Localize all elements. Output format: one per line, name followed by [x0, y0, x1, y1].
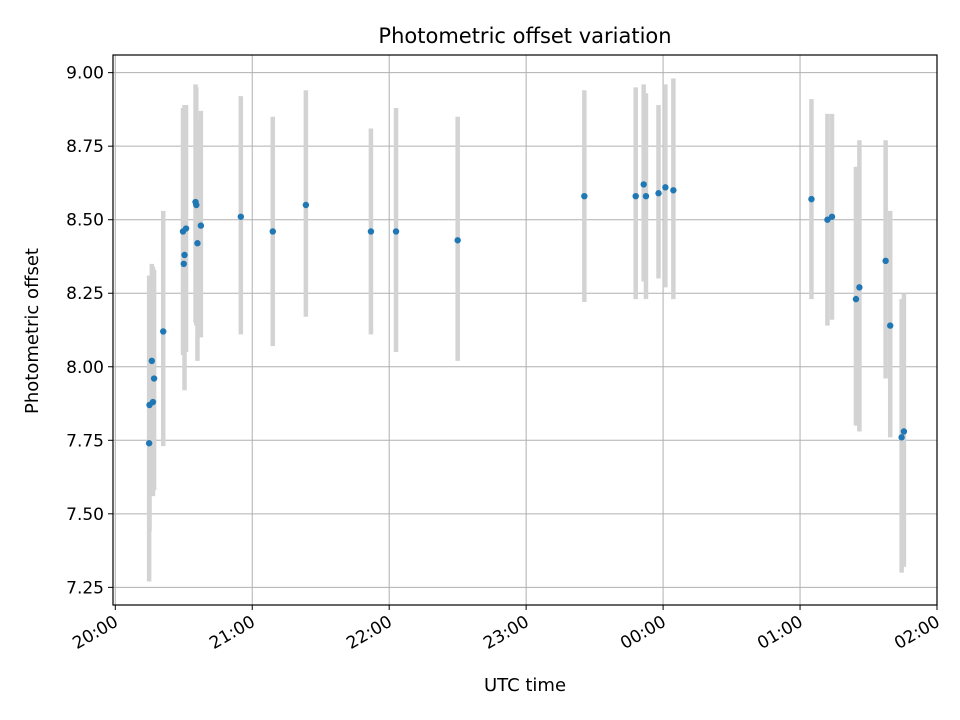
y-tick-label: 9.00 [66, 64, 104, 84]
data-point [454, 237, 461, 244]
data-point [887, 322, 894, 329]
data-point [182, 225, 190, 232]
plot-frame [112, 54, 938, 606]
data-point [193, 201, 200, 209]
data-point [581, 192, 588, 200]
data-point [194, 240, 201, 247]
data-point [882, 257, 889, 265]
data-point [302, 201, 310, 209]
y-tick-label: 8.75 [66, 137, 104, 157]
data-point [367, 228, 375, 235]
data-point [828, 213, 836, 220]
data-points [145, 181, 908, 447]
data-point [640, 181, 647, 188]
data-point [160, 328, 167, 335]
data-point [900, 428, 908, 435]
data-point [180, 260, 187, 268]
y-axis-title: Photometric offset [22, 248, 43, 414]
x-axis-title: UTC time [484, 675, 566, 696]
data-point [148, 357, 156, 365]
data-point [181, 251, 188, 259]
data-point [662, 184, 669, 191]
grid [113, 55, 938, 605]
data-point [808, 195, 815, 203]
y-tick-label: 7.75 [66, 431, 104, 451]
chart-title: Photometric offset variation [378, 24, 671, 48]
y-tick-label: 7.50 [66, 505, 104, 525]
data-point [197, 222, 205, 229]
data-point [149, 398, 157, 406]
data-point [655, 190, 662, 197]
y-tick-label: 8.25 [66, 284, 104, 304]
data-point [898, 434, 905, 441]
y-axis-ticks: 7.25 7.50 7.75 8.00 8.25 8.50 8.75 9.00 [66, 64, 113, 598]
data-point [824, 216, 831, 223]
data-point [145, 440, 153, 447]
data-point [670, 187, 677, 194]
data-point [269, 228, 276, 235]
data-point [392, 228, 400, 235]
data-point [632, 192, 639, 200]
data-point [237, 213, 245, 220]
data-point [856, 284, 863, 291]
data-point [852, 295, 860, 303]
y-tick-label: 7.25 [66, 578, 104, 598]
y-tick-label: 8.00 [66, 358, 104, 378]
data-point [642, 192, 650, 200]
data-point [150, 375, 158, 382]
y-tick-label: 8.50 [66, 211, 104, 231]
